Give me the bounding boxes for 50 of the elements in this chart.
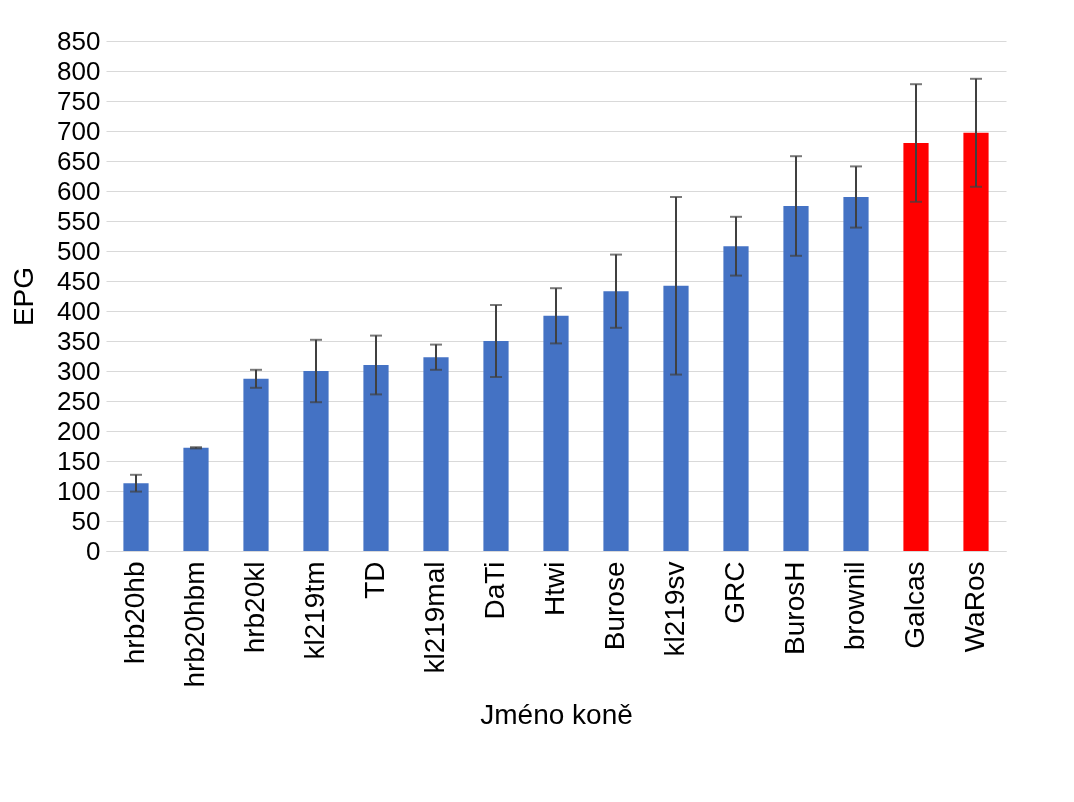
bar [123,483,149,551]
x-tick-label: kl219mal [419,561,450,674]
bar [363,365,389,551]
y-tick-label: 850 [57,25,101,56]
y-tick-label: 200 [57,415,101,446]
x-tick-label: kl219sv [659,561,690,657]
y-tick-label: 400 [57,295,101,326]
y-tick-label: 300 [57,355,101,386]
x-tick-label: brownil [839,561,870,651]
x-tick-label: kl219tm [299,561,330,660]
x-tick-label: GRC [719,561,750,624]
y-tick-label: 0 [86,535,101,566]
x-tick-label: hrb20hb [119,561,150,665]
y-tick-label: 700 [57,115,101,146]
bar [663,285,689,551]
bar [723,246,749,551]
y-tick-label: 100 [57,475,101,506]
y-tick-label: 500 [57,235,101,266]
y-tick-label: 650 [57,145,101,176]
bar [423,357,449,551]
y-tick-label: 600 [57,175,101,206]
bar [483,341,509,551]
y-tick-label: 800 [57,55,101,86]
bar [603,291,629,551]
x-tick-label: Galcas [899,561,930,649]
y-tick-label: 250 [57,385,101,416]
x-tick-label: Htwi [539,561,570,616]
bar [303,371,329,551]
y-tick-label: 150 [57,445,101,476]
x-axis-title: Jméno koně [480,698,633,730]
x-tick-label: hrb20hbm [179,561,210,688]
x-tick-label: Burose [599,561,630,651]
y-axis-title: EPG [8,266,40,327]
bar [183,447,209,551]
y-tick-label: 50 [71,505,101,536]
bar [963,132,989,551]
y-tick-label: 750 [57,85,101,116]
bar [903,143,929,551]
y-tick-label: 550 [57,205,101,236]
y-tick-label: 450 [57,265,101,296]
bar [843,197,869,551]
x-tick-label: hrb20kl [239,561,270,654]
x-tick-label: DaTi [479,561,510,620]
x-tick-label: BurosH [779,561,810,655]
bar [243,378,269,551]
x-tick-label: TD [359,561,390,599]
bar [543,315,569,551]
x-tick-label: WaRos [959,561,990,653]
bar [783,206,809,551]
y-tick-label: 350 [57,325,101,356]
